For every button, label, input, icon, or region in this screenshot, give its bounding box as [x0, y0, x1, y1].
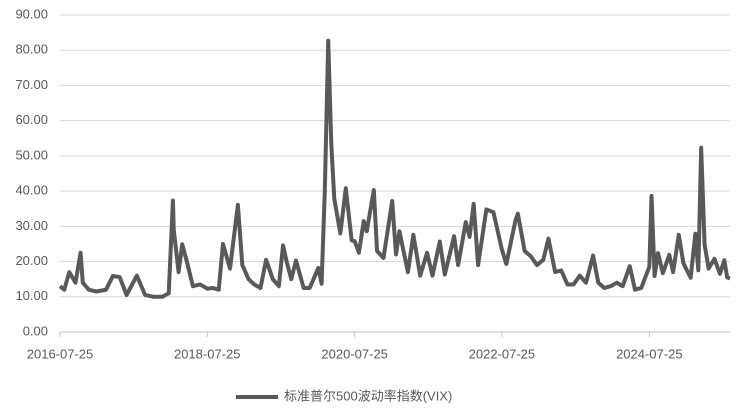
x-tick-label: 2020-07-25: [321, 346, 388, 361]
x-tick-label: 2024-07-25: [616, 346, 683, 361]
y-tick-label: 30.00: [15, 218, 48, 233]
y-tick-label: 70.00: [15, 77, 48, 92]
legend-label: 标准普尔500波动率指数(VIX): [284, 388, 452, 403]
y-tick-label: 10.00: [15, 288, 48, 303]
y-tick-label: 60.00: [15, 112, 48, 127]
y-tick-label: 20.00: [15, 253, 48, 268]
y-tick-label: 40.00: [15, 183, 48, 198]
y-tick-label: 80.00: [15, 42, 48, 57]
y-tick-label: 90.00: [15, 6, 48, 21]
x-tick-label: 2018-07-25: [174, 346, 241, 361]
line: [58, 38, 731, 299]
y-tick-label: 50.00: [15, 147, 48, 162]
x-tick-label: 2022-07-25: [469, 346, 536, 361]
x-tick-label: 2016-07-25: [27, 346, 94, 361]
y-tick-label: 0.00: [23, 323, 48, 338]
